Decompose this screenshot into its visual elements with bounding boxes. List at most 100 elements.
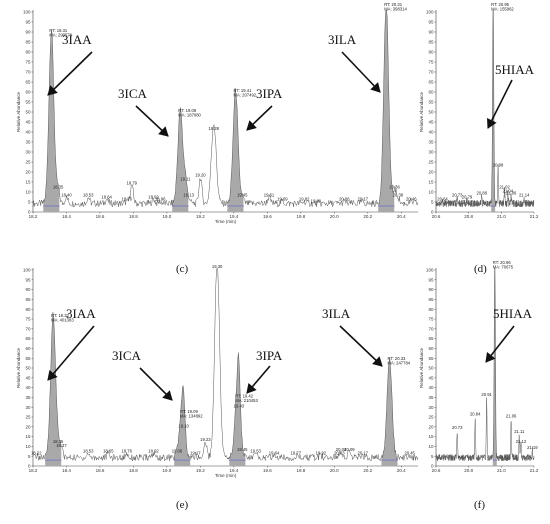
minor-peak-label: 20.36 xyxy=(389,185,400,190)
y-tick-label: 95 xyxy=(428,277,434,282)
x-tick-label: 19.0 xyxy=(163,468,172,473)
minor-peak-label: 18.53 xyxy=(83,449,94,454)
y-tick-label: 50 xyxy=(25,110,31,115)
minor-peak-label: 19.20 xyxy=(195,173,206,178)
y-tick-label: 20 xyxy=(25,170,31,175)
y-tick-label: 45 xyxy=(428,120,434,125)
y-tick-label: 55 xyxy=(25,100,31,105)
y-tick-label: 35 xyxy=(428,395,434,400)
minor-peak-label: 21.19 xyxy=(527,445,538,450)
compound-label-3ila-c: 3ILA xyxy=(328,32,357,47)
minor-peak-label: 20.04 xyxy=(336,447,347,452)
peak-area xyxy=(229,352,246,466)
chromatogram-f: 0 5 10 15 20 25 30 35 40 45 50 55 60 65 70 75 80 85 90 95 10… xyxy=(419,260,539,473)
minor-peak-label: 18.92 xyxy=(148,449,159,454)
peak-label: RT: 19.42 xyxy=(235,393,254,398)
y-tick-label: 75 xyxy=(428,317,434,322)
y-tick-label: 40 xyxy=(428,130,434,135)
y-tick-label: 40 xyxy=(25,130,31,135)
x-tick-label: 21.2 xyxy=(530,468,539,473)
y-tick-label: 100 xyxy=(23,268,31,273)
y-tick-label: 55 xyxy=(25,356,31,361)
x-tick-label: 19.0 xyxy=(163,214,172,219)
chromatogram-c: 0 5 10 15 20 25 30 35 40 45 50 55 60 65 70 75 80 85 90 95 10… xyxy=(16,2,419,224)
minor-peak-label: 20.38 xyxy=(393,193,404,198)
minor-peak-label: 19.69 xyxy=(277,197,288,202)
minor-peak-label: 18.37 xyxy=(56,443,67,448)
y-tick-label: 10 xyxy=(25,190,31,195)
y-tick-label: 85 xyxy=(428,297,434,302)
trace-line xyxy=(32,267,419,462)
y-tick-label: 85 xyxy=(428,40,434,45)
y-axis-label: Relative Abundance xyxy=(16,347,21,388)
peak-label: RT: 19.09 xyxy=(180,409,199,414)
compound-label-5hiaa-f: 5HIAA xyxy=(493,306,533,321)
x-tick-label: 18.4 xyxy=(62,214,71,219)
y-tick-label: 65 xyxy=(25,80,31,85)
y-tick-label: 60 xyxy=(25,346,31,351)
minor-peak-label: 20.17 xyxy=(358,197,369,202)
peak-label: MA: 134892 xyxy=(180,414,203,419)
x-tick-label: 19.2 xyxy=(196,214,205,219)
compound-label-3iaa-c: 3IAA xyxy=(62,32,92,47)
x-tick-label: 19.8 xyxy=(296,468,305,473)
compound-label-3ila-e: 3ILA xyxy=(322,306,351,321)
y-tick-label: 65 xyxy=(428,80,434,85)
y-tick-label: 35 xyxy=(25,395,31,400)
peak-label: MA: 207492 xyxy=(234,93,257,98)
minor-peak-label: 20.09 xyxy=(344,447,355,452)
y-tick-label: 10 xyxy=(25,444,31,449)
chromatogram-d: 0 5 10 15 20 25 30 35 40 45 50 55 60 65 70 75 80 85 90 95 10… xyxy=(419,2,539,219)
y-tick-label: 25 xyxy=(25,415,31,420)
minor-peak-label: 18.76 xyxy=(121,449,132,454)
y-tick-label: 50 xyxy=(428,110,434,115)
arrow-head xyxy=(372,356,383,367)
x-tick-label: 20.2 xyxy=(363,468,372,473)
minor-peak-label: 18.40 xyxy=(61,193,72,198)
minor-peak-label: 20.73 xyxy=(452,193,463,198)
minor-peak-label: 19.43 xyxy=(234,404,245,409)
x-tick-label: 20.4 xyxy=(397,214,406,219)
arrow-head xyxy=(487,118,497,129)
peak-area xyxy=(378,10,395,212)
minor-peak-label: 20.84 xyxy=(470,412,481,417)
arrow-head xyxy=(485,352,496,363)
minor-peak-label: 20.79 xyxy=(462,195,473,200)
minor-peak-label: 19.89 xyxy=(311,199,322,204)
y-tick-label: 70 xyxy=(25,70,31,75)
arrow-head xyxy=(162,390,173,401)
y-tick-label: 60 xyxy=(428,90,434,95)
y-tick-label: 30 xyxy=(25,405,31,410)
x-tick-label: 21.0 xyxy=(497,468,506,473)
y-tick-label: 85 xyxy=(25,40,31,45)
minor-peak-label: 20.45 xyxy=(404,451,415,456)
arrow-shaft xyxy=(47,325,95,381)
arrow-head xyxy=(246,383,257,394)
trace-line xyxy=(435,267,535,462)
chromatogram-e: 0 5 10 15 20 25 30 35 40 45 50 55 60 65 70 75 80 85 90 95 10… xyxy=(16,264,419,478)
y-tick-label: 75 xyxy=(25,317,31,322)
x-tick-label: 20.0 xyxy=(330,468,339,473)
y-tick-label: 5 xyxy=(431,200,434,205)
y-tick-label: 95 xyxy=(428,20,434,25)
compound-label-3iaa-e: 3IAA xyxy=(66,306,96,321)
trace-line xyxy=(435,9,535,208)
x-tick-label: 18.4 xyxy=(62,468,71,473)
y-tick-label: 15 xyxy=(25,180,31,185)
y-tick-label: 80 xyxy=(25,50,31,55)
peak-area xyxy=(227,87,244,212)
y-tick-label: 30 xyxy=(428,405,434,410)
minor-peak-label: 18.96 xyxy=(155,197,166,202)
peak-label: 19.28 xyxy=(209,126,220,131)
minor-peak-label: 18.64 xyxy=(101,195,112,200)
compound-label-3ipa-c: 3IPA xyxy=(256,86,283,101)
y-tick-label: 95 xyxy=(25,277,31,282)
peak-label: RT: 18.31 xyxy=(49,28,68,33)
y-tick-label: 100 xyxy=(426,268,434,273)
minor-peak-label: 18.53 xyxy=(83,193,94,198)
y-tick-label: 90 xyxy=(428,287,434,292)
x-tick-label: 20.6 xyxy=(432,214,441,219)
x-tick-label: 18.6 xyxy=(96,214,105,219)
y-tick-label: 60 xyxy=(428,346,434,351)
